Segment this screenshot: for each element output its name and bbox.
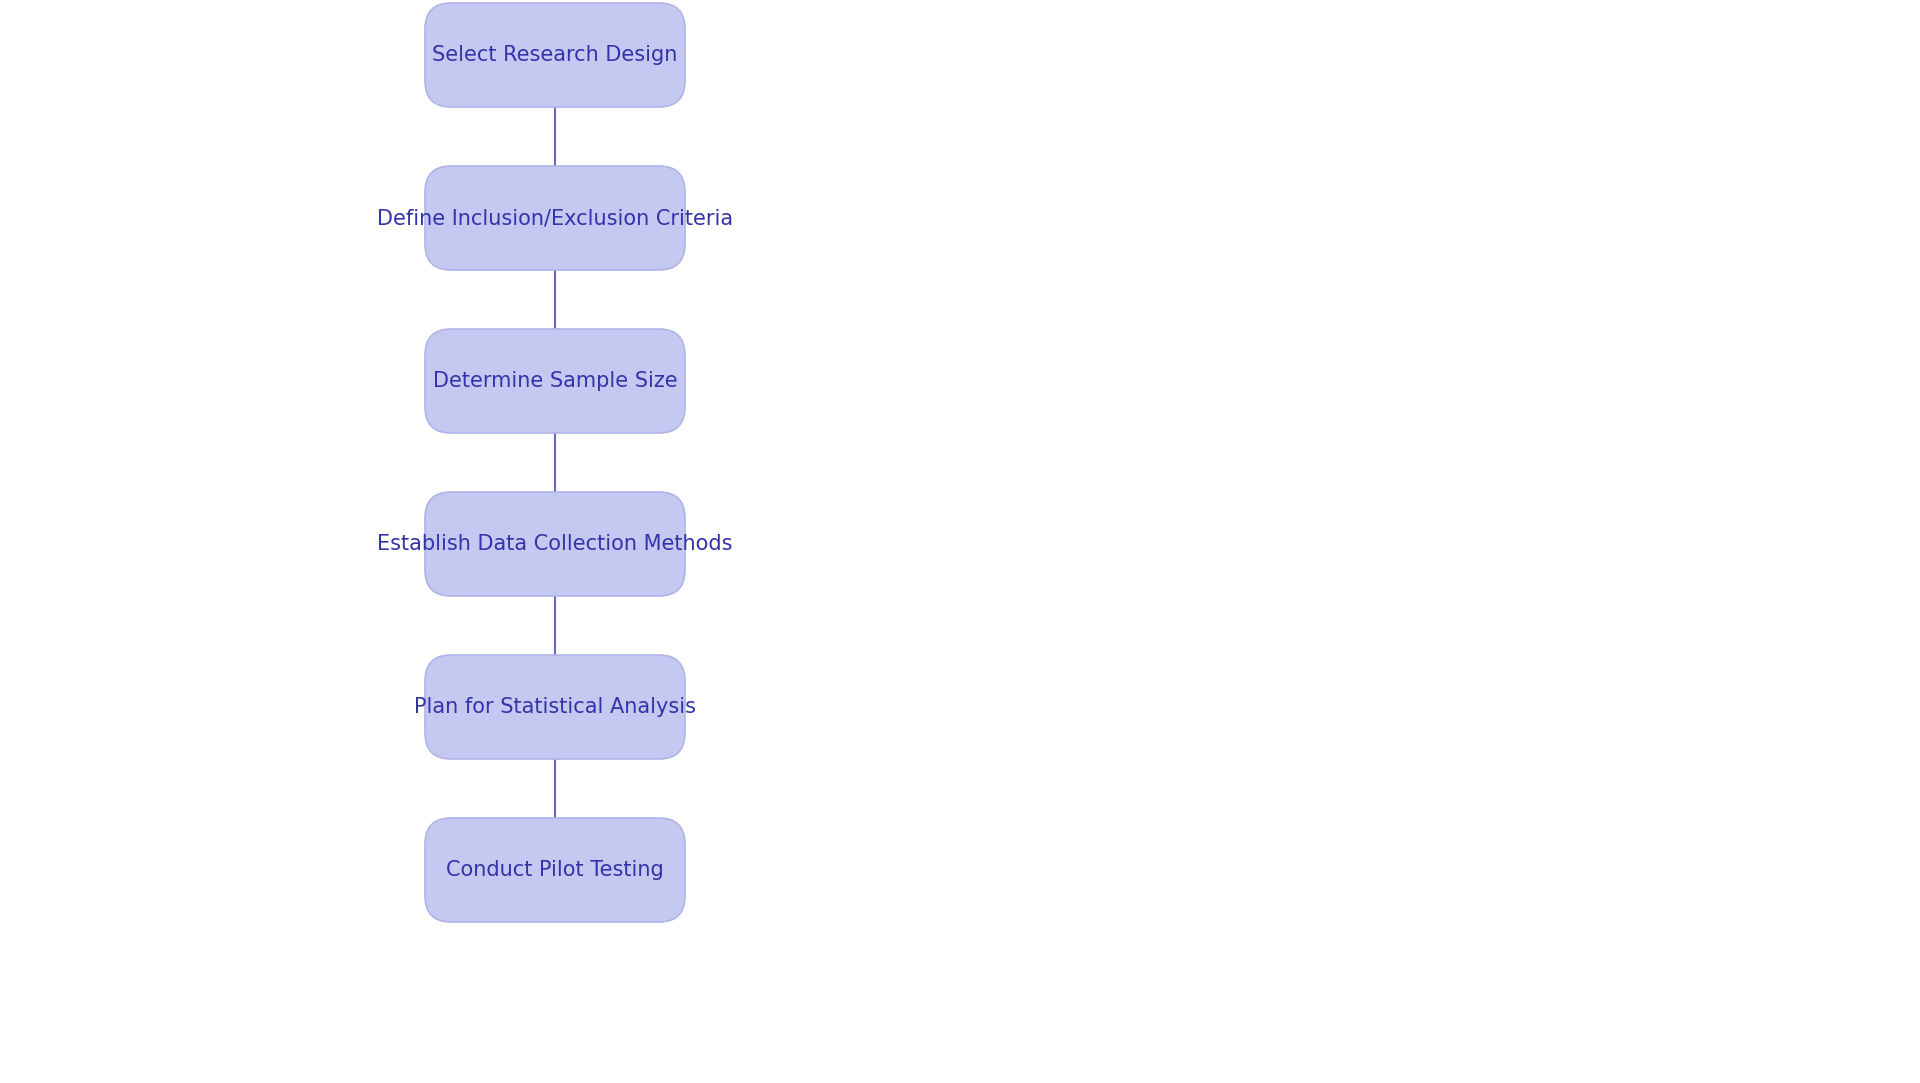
Text: Determine Sample Size: Determine Sample Size [432,371,678,391]
Text: Plan for Statistical Analysis: Plan for Statistical Analysis [415,697,695,717]
FancyBboxPatch shape [424,3,685,107]
Text: Define Inclusion/Exclusion Criteria: Define Inclusion/Exclusion Criteria [376,208,733,229]
FancyBboxPatch shape [424,166,685,270]
Text: Select Research Design: Select Research Design [432,45,678,65]
FancyBboxPatch shape [424,655,685,759]
Text: Establish Data Collection Methods: Establish Data Collection Methods [376,534,733,554]
FancyBboxPatch shape [424,492,685,596]
Text: Conduct Pilot Testing: Conduct Pilot Testing [445,860,664,880]
FancyBboxPatch shape [424,329,685,433]
FancyBboxPatch shape [424,818,685,922]
